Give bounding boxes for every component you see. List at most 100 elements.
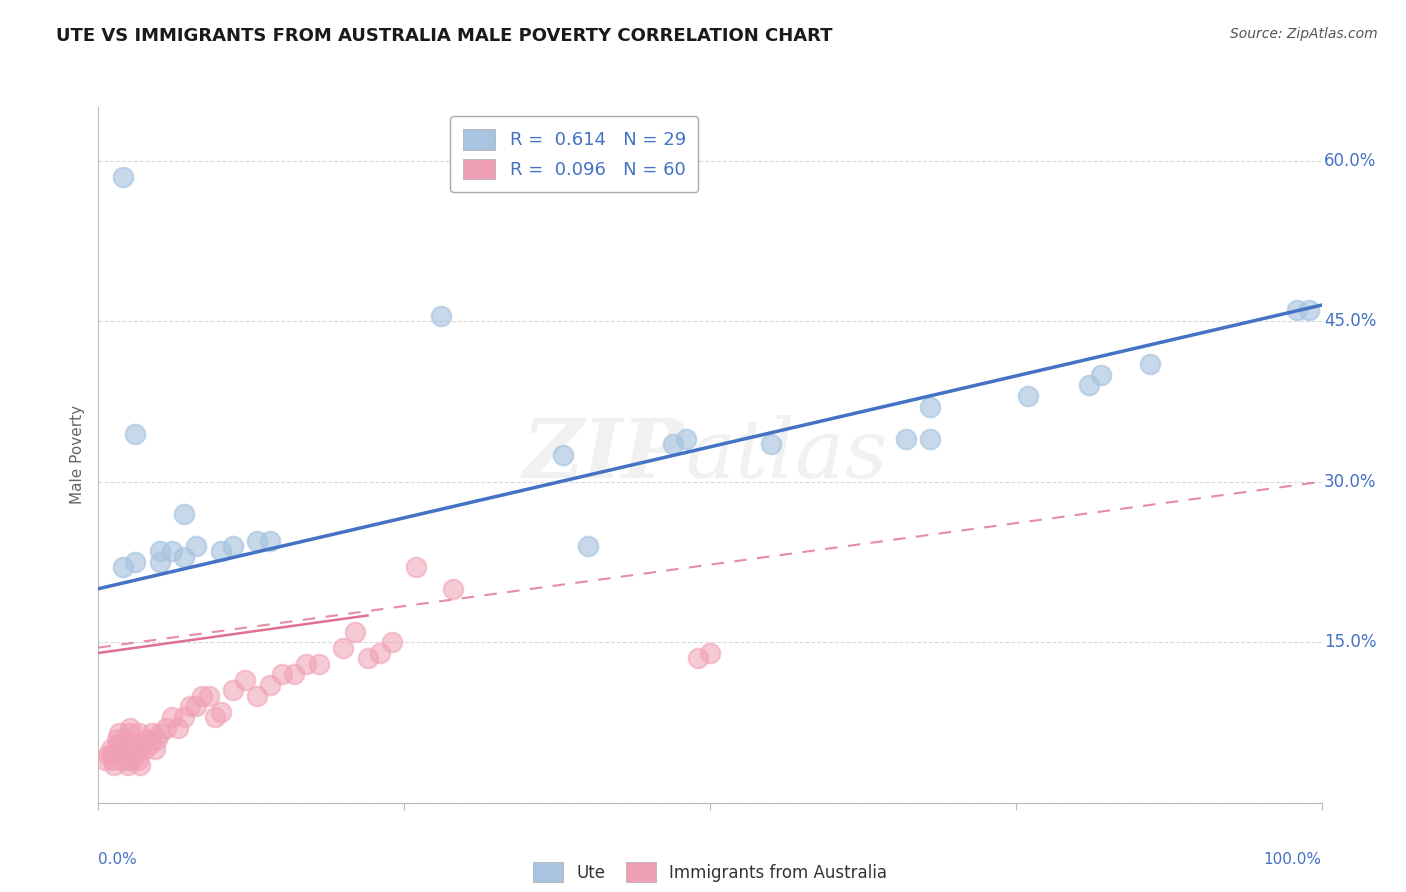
Point (124, 555, 146, 569)
Point (134, 742, 156, 756)
Point (270, 667, 294, 681)
Text: 15.0%: 15.0% (1324, 633, 1376, 651)
Point (344, 624, 367, 639)
Point (111, 753, 134, 767)
Point (686, 651, 709, 665)
Point (173, 710, 195, 724)
Point (356, 651, 378, 665)
Point (108, 726, 131, 740)
Point (1286, 303, 1309, 318)
Point (173, 549, 195, 564)
Point (121, 742, 143, 756)
Point (308, 657, 330, 671)
Point (93, 753, 115, 767)
Point (283, 667, 305, 681)
Point (97, 747, 120, 762)
Text: 30.0%: 30.0% (1324, 473, 1376, 491)
Point (101, 747, 124, 762)
Point (1298, 303, 1320, 318)
Text: UTE VS IMMIGRANTS FROM AUSTRALIA MALE POVERTY CORRELATION CHART: UTE VS IMMIGRANTS FROM AUSTRALIA MALE PO… (56, 27, 832, 45)
Point (1017, 389, 1039, 403)
Point (141, 726, 163, 740)
Point (197, 689, 219, 703)
Point (114, 747, 136, 762)
Text: 45.0%: 45.0% (1324, 312, 1376, 330)
Point (149, 555, 172, 569)
Point (209, 544, 232, 558)
Point (115, 753, 138, 767)
Point (662, 437, 685, 451)
Point (441, 582, 464, 596)
Point (699, 646, 721, 660)
Text: ZIP: ZIP (523, 415, 686, 495)
Point (1090, 368, 1112, 382)
Legend: Ute, Immigrants from Australia: Ute, Immigrants from Australia (526, 855, 894, 888)
Point (209, 705, 232, 719)
Point (111, 560, 134, 574)
Point (381, 635, 404, 649)
Point (112, 731, 135, 746)
Text: atlas: atlas (686, 415, 889, 495)
Point (103, 758, 125, 772)
Point (100, 742, 122, 756)
Point (761, 437, 783, 451)
Point (246, 533, 269, 548)
Point (118, 726, 141, 740)
Point (295, 657, 318, 671)
Point (136, 731, 159, 746)
Point (110, 742, 132, 756)
Point (149, 726, 172, 740)
Point (368, 646, 391, 660)
Point (576, 539, 599, 553)
Point (191, 689, 214, 703)
Point (222, 683, 245, 698)
Point (894, 432, 917, 446)
Point (204, 710, 226, 724)
Point (553, 448, 575, 462)
Point (120, 753, 142, 767)
Point (125, 742, 148, 756)
Point (128, 726, 150, 740)
Point (675, 432, 697, 446)
Point (127, 753, 149, 767)
Point (233, 673, 256, 687)
Point (124, 426, 146, 441)
Point (155, 721, 177, 735)
Point (111, 737, 134, 751)
Point (124, 747, 146, 762)
Point (186, 539, 208, 553)
Point (246, 689, 269, 703)
Point (920, 400, 942, 414)
Point (129, 758, 152, 772)
Y-axis label: Male Poverty: Male Poverty (70, 405, 86, 505)
Point (146, 731, 169, 746)
Point (259, 533, 281, 548)
Point (117, 758, 139, 772)
Text: Source: ZipAtlas.com: Source: ZipAtlas.com (1230, 27, 1378, 41)
Text: 100.0%: 100.0% (1264, 852, 1322, 866)
Point (101, 753, 124, 767)
Point (143, 742, 166, 756)
Text: 60.0%: 60.0% (1324, 152, 1376, 169)
Point (405, 560, 427, 574)
Text: 0.0%: 0.0% (98, 852, 138, 866)
Point (222, 539, 245, 553)
Point (149, 544, 172, 558)
Point (179, 699, 201, 714)
Point (332, 640, 354, 655)
Point (120, 721, 142, 735)
Point (167, 721, 190, 735)
Point (107, 737, 129, 751)
Point (430, 309, 453, 323)
Point (186, 699, 208, 714)
Point (160, 710, 183, 724)
Point (111, 169, 134, 184)
Point (1078, 378, 1101, 392)
Point (920, 432, 942, 446)
Point (160, 544, 183, 558)
Point (173, 507, 195, 521)
Point (259, 678, 281, 692)
Point (129, 737, 152, 751)
Point (105, 731, 128, 746)
Point (1139, 357, 1161, 371)
